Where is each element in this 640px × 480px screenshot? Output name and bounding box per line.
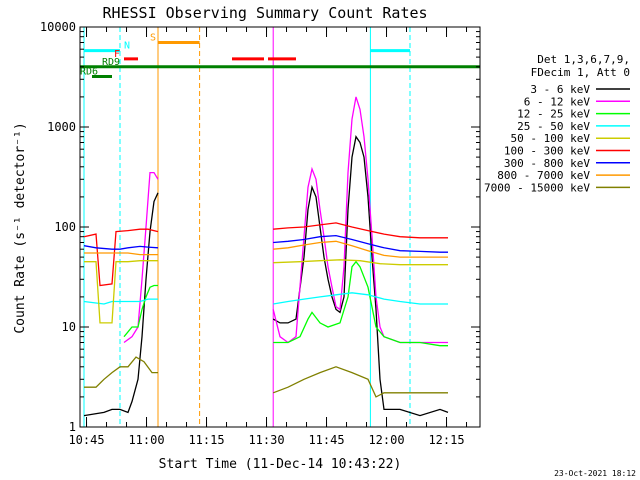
series-line-6-seg-0 [83,245,159,250]
x-tick-label: 11:45 [308,433,344,447]
series-line-5-seg-1 [273,222,448,239]
flag-label-3: F [114,49,120,60]
y-axis-label: Count Rate (s⁻¹ detector⁻¹) [13,122,28,333]
timestamp: 23-Oct-2021 18:12 [554,469,636,478]
x-axis-label: Start Time (11-Dec-14 10:43:22) [159,457,402,472]
y-tick-label: 10 [62,320,76,334]
legend-label-6: 300 - 800 keV [504,157,590,170]
series-line-3-seg-1 [273,292,448,305]
flag-label-2: S [150,32,156,43]
series-line-8-seg-0 [84,356,158,388]
x-tick-label: 12:00 [368,433,404,447]
series-line-1-seg-1 [272,96,448,344]
x-tick-label: 11:30 [248,433,284,447]
series-line-0-seg-0 [83,192,159,417]
axes: 1 10 100 1000 10000 10:45 11:00 11:15 11:30 11:45… [40,20,481,447]
y-tick-label: 100 [54,220,76,234]
legend-label-7: 800 - 7000 keV [497,169,590,182]
x-tick-label: 12:15 [428,433,464,447]
series-line-4-seg-1 [273,259,448,266]
legend-label-3: 25 - 50 keV [517,120,590,133]
series-line-2-seg-0 [123,284,158,338]
plot-area [83,27,449,427]
flag-label-5: RD6 [80,66,98,77]
series-line-7-seg-0 [84,252,158,256]
series-line-5-seg-0 [83,228,159,287]
flag-label-1: N [124,41,130,52]
series-line-8-seg-1 [272,366,448,398]
series-line-1-seg-0 [123,171,159,344]
legend: Det 1,3,6,7,9,FDecim 1, Att 0 3 - 6 keV6 … [484,53,630,194]
series-line-4-seg-0 [84,260,158,324]
y-tick-label: 10000 [40,20,76,34]
legend-label-4: 50 - 100 keV [511,132,591,145]
legend-label-0: 3 - 6 keV [530,83,590,96]
series-line-3-seg-0 [83,298,158,305]
x-tick-label: 10:45 [68,433,104,447]
series-line-7-seg-1 [273,240,448,258]
y-tick-label: 1000 [47,120,76,134]
x-tick-label: 11:00 [128,433,164,447]
legend-header-1: FDecim 1, Att 0 [531,66,630,79]
chart-title: RHESSI Observing Summary Count Rates [102,4,427,22]
x-tick-label: 11:15 [188,433,224,447]
legend-label-8: 7000 - 15000 keV [484,181,590,194]
legend-label-2: 12 - 25 keV [517,108,590,121]
legend-header-0: Det 1,3,6,7,9, [537,53,630,66]
series-line-0-seg-1 [272,135,449,417]
series-line-2-seg-1 [273,260,448,347]
series-line-6-seg-1 [273,234,448,253]
y-tick-label: 1 [69,420,76,434]
plot-frame [79,26,481,428]
legend-label-1: 6 - 12 keV [524,95,591,108]
flag-label-4: RD9 [102,57,120,68]
legend-label-5: 100 - 300 keV [504,145,590,158]
